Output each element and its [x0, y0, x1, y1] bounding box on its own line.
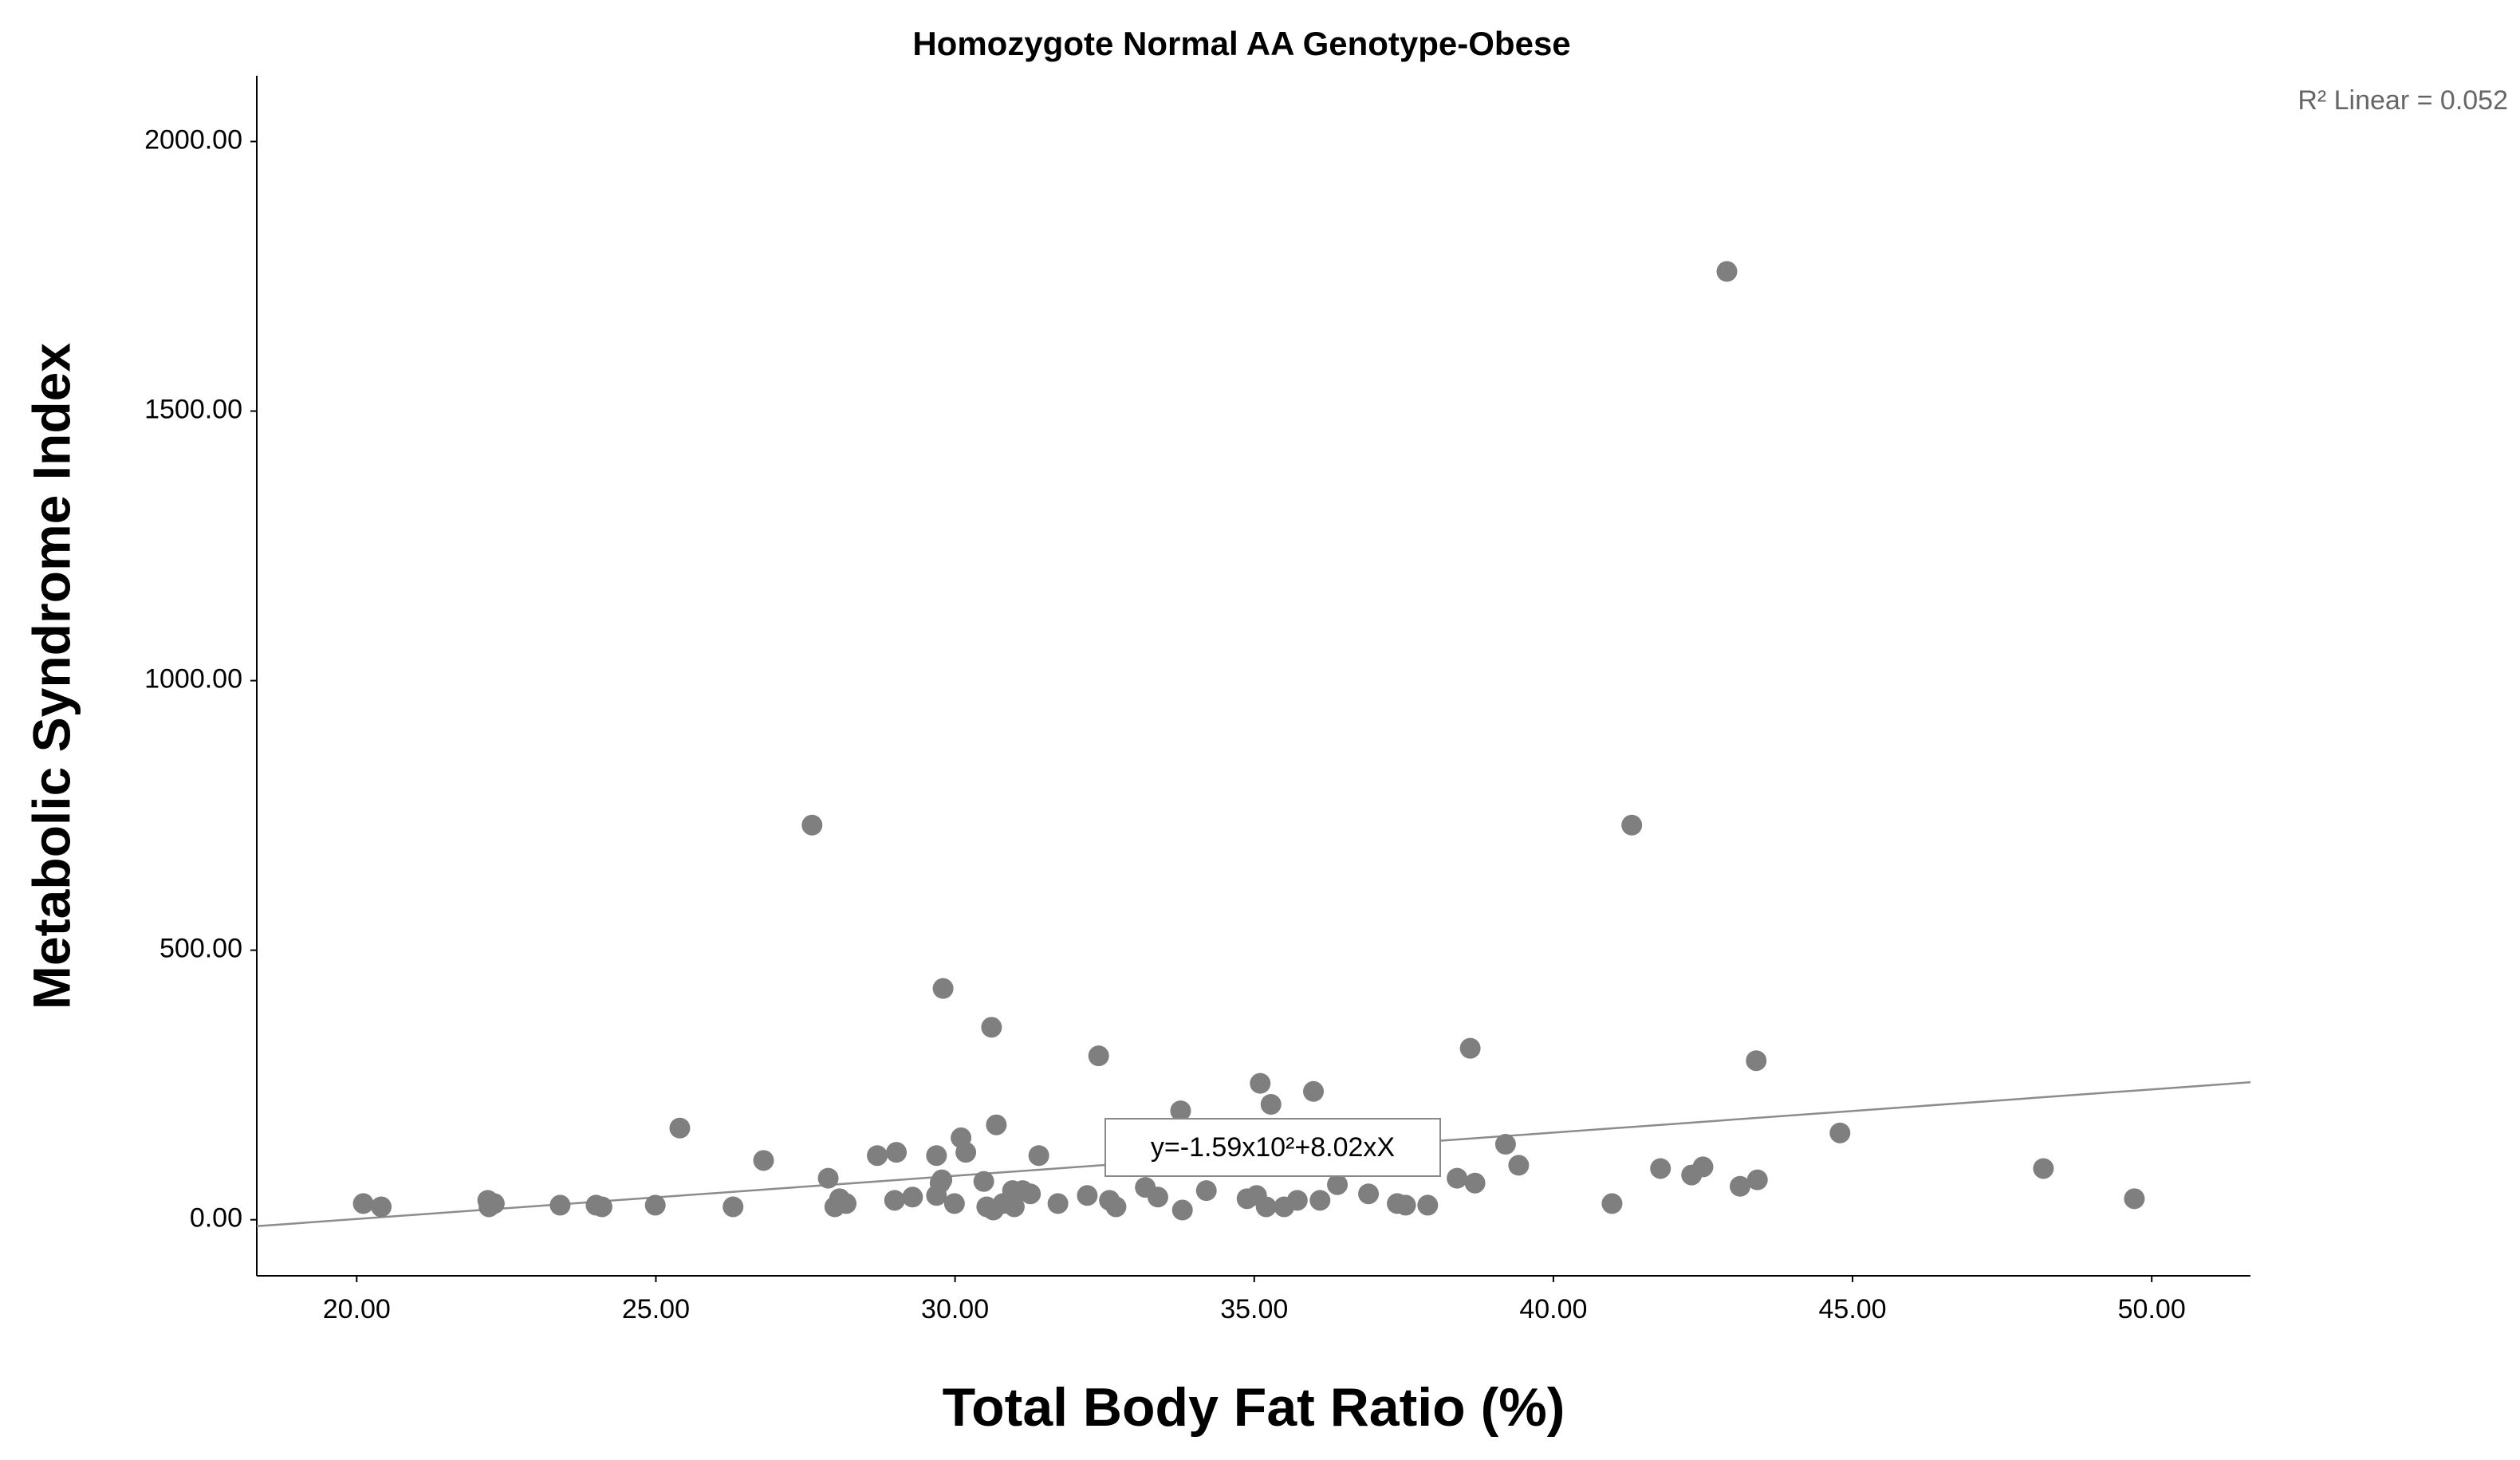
point: [1077, 1185, 1098, 1206]
point: [1170, 1100, 1191, 1122]
point: [1746, 1050, 1767, 1072]
point: [669, 1117, 691, 1139]
y-axis-label: Metabolic Syndrome Index: [22, 343, 81, 1009]
point: [1171, 1199, 1193, 1221]
point: [1147, 1186, 1168, 1208]
point: [973, 1171, 994, 1192]
point: [817, 1167, 839, 1189]
x-tick-label: 30.00: [921, 1294, 989, 1324]
x-tick-label: 50.00: [2118, 1294, 2186, 1324]
point: [549, 1194, 571, 1216]
point: [1309, 1190, 1331, 1211]
point: [1303, 1080, 1325, 1102]
point: [723, 1196, 744, 1218]
point: [1195, 1180, 1217, 1202]
point: [2033, 1158, 2054, 1179]
point: [1621, 814, 1643, 836]
y-tick-label: 1500.00: [144, 395, 242, 425]
point: [2124, 1188, 2145, 1210]
point: [1327, 1174, 1349, 1195]
x-tick-label: 20.00: [323, 1294, 391, 1324]
point: [483, 1193, 505, 1214]
point: [1729, 1175, 1750, 1197]
point: [1250, 1072, 1271, 1094]
y-tick-label: 2000.00: [144, 124, 242, 155]
point: [1395, 1194, 1416, 1216]
y-tick-label: 1000.00: [144, 664, 242, 695]
point: [1020, 1183, 1041, 1205]
point: [591, 1196, 612, 1218]
point: [926, 1145, 947, 1167]
point: [1692, 1156, 1714, 1178]
point: [1447, 1167, 1468, 1189]
point: [644, 1194, 666, 1216]
point: [1003, 1196, 1025, 1218]
point: [931, 1169, 953, 1190]
point: [1260, 1094, 1282, 1115]
point: [955, 1142, 977, 1163]
point: [1650, 1158, 1671, 1179]
point: [1105, 1196, 1127, 1218]
x-tick-label: 25.00: [622, 1294, 690, 1324]
point: [1286, 1190, 1308, 1211]
point: [1417, 1194, 1439, 1216]
point: [352, 1193, 374, 1214]
point: [981, 1017, 1002, 1038]
x-tick-label: 45.00: [1819, 1294, 1887, 1324]
point: [886, 1142, 908, 1163]
point: [1494, 1134, 1516, 1155]
equation-label: y=-1.59x10²+8.02xX: [1151, 1132, 1395, 1163]
point: [986, 1114, 1007, 1135]
point: [1464, 1172, 1486, 1194]
x-tick-label: 35.00: [1220, 1294, 1288, 1324]
point: [1508, 1155, 1530, 1176]
point: [1047, 1193, 1069, 1214]
point: [836, 1193, 857, 1214]
x-axis-label: Total Body Fat Ratio (%): [943, 1377, 1565, 1438]
point: [1255, 1196, 1277, 1218]
point: [1088, 1045, 1109, 1067]
point: [1358, 1183, 1380, 1205]
point: [1746, 1169, 1768, 1190]
point: [1459, 1037, 1481, 1059]
y-tick-label: 500.00: [159, 934, 242, 964]
point: [753, 1150, 774, 1171]
point: [801, 814, 823, 836]
point: [1028, 1145, 1049, 1167]
chart-title: Homozygote Normal AA Genotype-Obese: [912, 25, 1570, 62]
point: [902, 1186, 923, 1208]
equation-box: [1104, 1118, 1441, 1177]
y-tick-label: 0.00: [190, 1203, 242, 1234]
point: [1829, 1122, 1851, 1143]
x-tick-label: 40.00: [1519, 1294, 1587, 1324]
point: [884, 1190, 905, 1211]
point: [1601, 1193, 1623, 1214]
point: [867, 1145, 888, 1167]
r2-label: R² Linear = 0.052: [2298, 85, 2508, 116]
point: [371, 1196, 392, 1218]
point: [932, 978, 954, 999]
point: [1716, 261, 1738, 282]
point: [943, 1193, 965, 1214]
